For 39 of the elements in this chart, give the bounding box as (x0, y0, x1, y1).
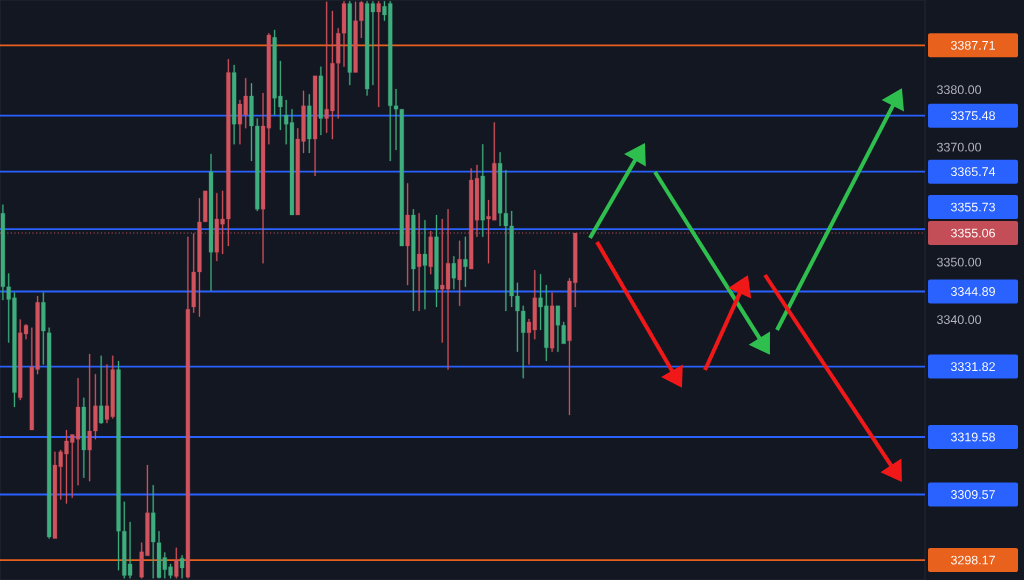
candlestick (232, 64, 237, 145)
candlestick (179, 555, 185, 579)
candlestick (463, 236, 468, 287)
ref-line-label: 3331.82 (950, 362, 995, 372)
candlestick (405, 183, 410, 286)
candlestick (451, 256, 456, 290)
candlestick (480, 144, 485, 237)
ref-line-label: 3355.73 (950, 202, 995, 212)
candlestick (422, 220, 428, 310)
candlestick (81, 397, 86, 478)
y-tick-label: 3380.00 (937, 85, 982, 95)
y-tick-label: 3340.00 (937, 315, 982, 325)
ref-line-label: 3344.89 (950, 287, 995, 296)
ref-line-label: 3319.58 (950, 432, 995, 442)
candlestick (434, 214, 439, 308)
candlestick (550, 292, 555, 352)
candlestick (376, 0, 381, 108)
ref-line-label: 3309.57 (950, 490, 995, 499)
candlestick (347, 0, 352, 86)
candlestick (457, 240, 462, 306)
y-tick-label: 3350.00 (937, 257, 982, 267)
candlestick (417, 213, 422, 312)
candlestick (174, 547, 179, 579)
candlestick (99, 355, 104, 424)
candlestick (307, 94, 312, 154)
candlestick (428, 230, 433, 275)
ref-line-label: 3387.71 (950, 40, 995, 50)
ref-line-label: 3365.74 (950, 167, 996, 177)
candlestick (208, 153, 214, 292)
candlestick (185, 236, 191, 579)
candlestick (47, 327, 52, 539)
y-tick-label: 3370.00 (937, 142, 982, 152)
candlestick (41, 292, 46, 365)
ref-line-label: 3375.48 (950, 111, 995, 121)
candlestick (312, 75, 318, 177)
ref-line-label: 3355.06 (950, 228, 995, 238)
candlestick (411, 209, 416, 312)
candlestick (318, 66, 323, 136)
ref-line-label: 3298.17 (950, 555, 995, 565)
